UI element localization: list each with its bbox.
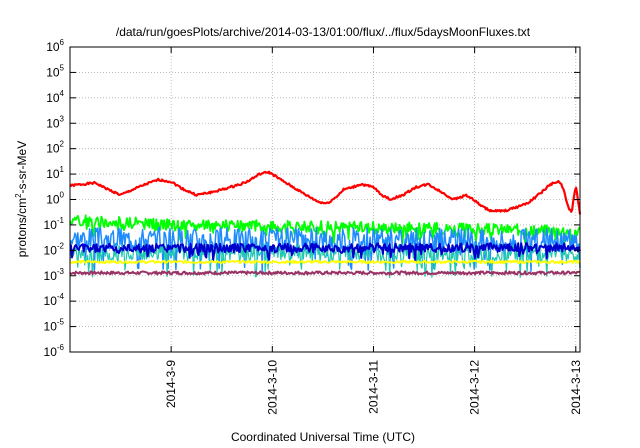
- y-tick-label: 10-5: [44, 318, 65, 334]
- y-tick-label: 105: [46, 63, 64, 79]
- x-tick-label: 2014-3-10: [265, 360, 279, 415]
- y-tick-labels: 10-610-510-410-310-210-11001011021031041…: [44, 38, 65, 359]
- y-axis-label: protons/cm2-s-sr-MeV: [14, 141, 29, 257]
- y-tick-exp: -3: [57, 267, 65, 276]
- y-tick-exp: 5: [60, 63, 65, 72]
- y-tick-label: 103: [46, 114, 64, 130]
- y-tick-label: 102: [46, 140, 64, 156]
- y-tick-base: 10: [44, 320, 58, 334]
- y-tick-label: 100: [46, 191, 64, 207]
- y-tick-exp: 1: [60, 165, 65, 174]
- y-tick-label: 10-4: [44, 292, 65, 308]
- y-tick-exp: 2: [60, 140, 65, 149]
- x-tick-label: 2014-3-13: [569, 360, 583, 415]
- y-tick-exp: -4: [57, 292, 65, 301]
- x-tick-label: 2014-3-11: [366, 360, 380, 414]
- y-tick-label: 106: [46, 38, 64, 54]
- y-tick-base: 10: [46, 167, 60, 181]
- y-tick-base: 10: [44, 243, 58, 257]
- y-tick-base: 10: [44, 218, 58, 232]
- y-axis-label-base: protons/cm: [15, 198, 29, 257]
- series-layer: [69, 170, 582, 279]
- y-tick-exp: 0: [60, 191, 65, 200]
- x-tick-label: 2014-3-12: [468, 360, 482, 415]
- y-tick-base: 10: [46, 65, 60, 79]
- y-tick-exp: -5: [57, 318, 65, 327]
- x-tick-labels: 2014-3-9 2014-3-10 2014-3-11 2014-3-12 2014-…: [164, 360, 583, 415]
- y-tick-base: 10: [44, 294, 58, 308]
- y-tick-base: 10: [46, 91, 60, 105]
- y-tick-base: 10: [46, 142, 60, 156]
- y-tick-label: 101: [46, 165, 64, 181]
- y-tick-exp: -2: [57, 241, 65, 250]
- y-tick-label: 10-3: [44, 267, 65, 283]
- y-axis-label-rest: -s-sr-MeV: [15, 141, 29, 194]
- y-tick-base: 10: [44, 269, 58, 283]
- y-tick-label: 10-6: [44, 343, 65, 359]
- y-tick-exp: 3: [60, 114, 65, 123]
- x-tick-label: 2014-3-9: [164, 360, 178, 408]
- y-tick-exp: -1: [57, 216, 65, 225]
- grid: [70, 47, 580, 352]
- y-tick-base: 10: [46, 116, 60, 130]
- ticks: [70, 46, 580, 353]
- series-line-1: [69, 170, 582, 215]
- y-tick-base: 10: [44, 345, 58, 359]
- y-tick-exp: 4: [60, 89, 65, 98]
- y-tick-label: 10-1: [44, 216, 65, 232]
- series-line-4: [69, 243, 581, 279]
- y-tick-label: 10-2: [44, 241, 65, 257]
- x-axis-label: Coordinated Universal Time (UTC): [231, 430, 415, 444]
- y-tick-exp: 6: [60, 38, 65, 47]
- chart-title: /data/run/goesPlots/archive/2014-03-13/0…: [116, 25, 531, 39]
- y-axis-label-exp: 2: [14, 193, 23, 198]
- series-line-6: [69, 259, 581, 265]
- series-line-5: [69, 242, 581, 261]
- y-tick-label: 104: [46, 89, 64, 105]
- series-line-7: [69, 270, 581, 276]
- y-tick-base: 10: [46, 40, 60, 54]
- y-tick-base: 10: [46, 193, 60, 207]
- y-tick-exp: -6: [57, 343, 65, 352]
